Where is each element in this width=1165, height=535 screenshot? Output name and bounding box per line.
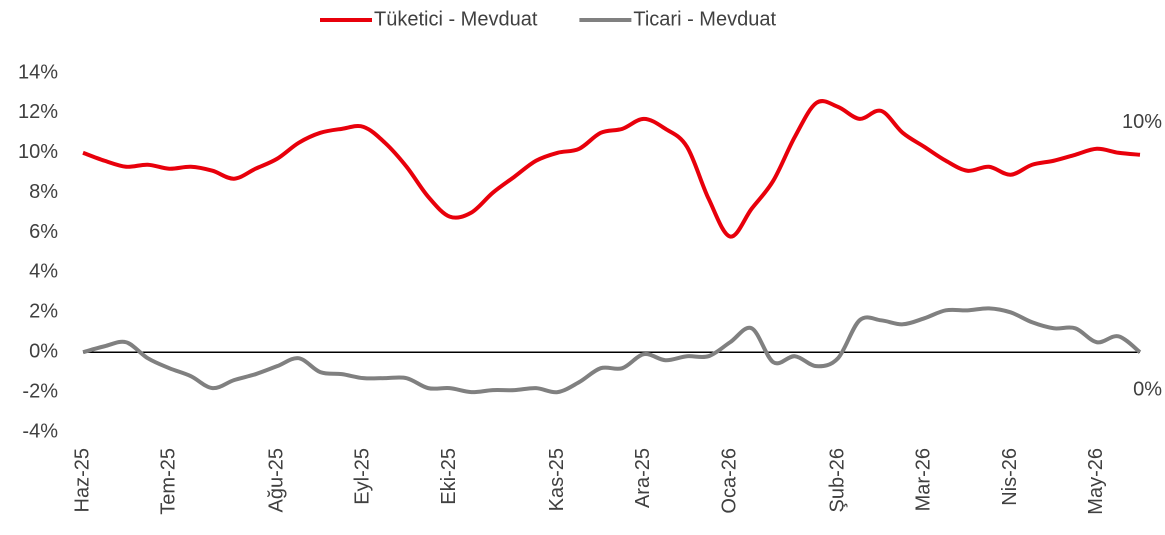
series-line — [82, 306, 1142, 395]
data-label: 10% — [1122, 111, 1162, 133]
x-tick-label: Eyl-25 — [352, 448, 374, 505]
x-tick-label: Şub-26 — [826, 448, 848, 513]
x-tick-label: Mar-26 — [913, 448, 935, 511]
y-tick-label: 8% — [29, 181, 58, 203]
data-label: 0% — [1133, 379, 1162, 401]
x-tick-label: Ağu-25 — [265, 448, 287, 513]
x-tick-label: May-26 — [1085, 448, 1107, 515]
x-tick-label: Haz-25 — [71, 448, 93, 512]
y-tick-label: -4% — [22, 420, 58, 442]
x-tick-label: Ara-25 — [632, 448, 654, 508]
y-tick-label: 4% — [29, 261, 58, 283]
legend-label: Ticari - Mevduat — [633, 8, 776, 30]
y-tick-label: -2% — [22, 380, 58, 402]
x-tick-label: Kas-25 — [546, 448, 568, 511]
y-tick-label: 12% — [18, 101, 58, 123]
y-tick-label: 2% — [29, 301, 58, 323]
y-tick-label: 14% — [18, 61, 58, 83]
series-line — [82, 99, 1141, 239]
y-tick-label: 0% — [29, 341, 58, 363]
x-tick-label: Oca-26 — [718, 448, 740, 514]
y-tick-label: 10% — [18, 141, 58, 163]
x-tick-label: Eki-25 — [438, 448, 460, 505]
x-tick-label: Tem-25 — [158, 448, 180, 515]
y-tick-label: 6% — [29, 221, 58, 243]
legend-label: Tüketici - Mevduat — [374, 8, 538, 30]
x-tick-label: Nis-26 — [999, 448, 1021, 506]
